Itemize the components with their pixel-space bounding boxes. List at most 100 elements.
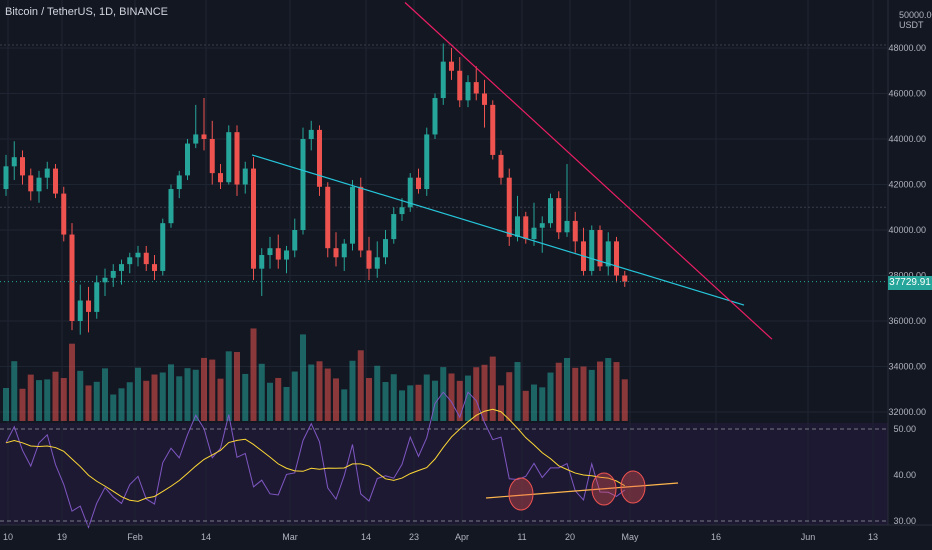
price-tick-label: 36000.00: [888, 316, 926, 326]
candle-body: [61, 193, 67, 235]
volume-bar: [184, 368, 191, 421]
time-tick-label: Mar: [282, 532, 298, 542]
candle-body: [457, 70, 463, 101]
time-tick-label: Apr: [455, 532, 469, 542]
candle-body: [168, 189, 174, 224]
candle-body: [407, 177, 413, 208]
price-tick-label: 44000.00: [888, 134, 926, 144]
rsi-tick-label: 50.00: [893, 424, 916, 434]
candle-body: [350, 186, 355, 244]
candle-body: [44, 168, 50, 178]
candle-body: [548, 198, 553, 224]
volume-bar: [168, 364, 174, 421]
candle-body: [119, 264, 124, 271]
support-trendline: [251, 154, 745, 306]
candle-body: [193, 134, 199, 144]
price-tick-label: 34000.00: [888, 362, 926, 372]
candle-body: [515, 216, 520, 237]
volume-bar: [258, 363, 265, 421]
trendlines[interactable]: [0, 2, 888, 340]
candle-body: [292, 230, 298, 251]
volume-bars: [3, 328, 628, 421]
candle-body: [333, 248, 339, 258]
candle-body: [53, 168, 58, 194]
volume-bar: [135, 367, 141, 421]
volume-bar: [366, 378, 372, 421]
candle-body: [325, 186, 331, 249]
rsi-tick-label: 30.00: [893, 516, 916, 526]
volume-bar: [522, 390, 529, 421]
volume-bar: [555, 362, 562, 421]
volume-bar: [85, 385, 92, 421]
volume-bar: [407, 385, 414, 421]
volume-bar: [44, 379, 51, 421]
volume-bar: [597, 361, 603, 421]
volume-bar: [341, 389, 348, 421]
candle-body: [539, 223, 545, 228]
candle-body: [589, 230, 595, 271]
candle-body: [86, 300, 91, 312]
volume-bar: [440, 367, 447, 421]
volume-bar: [506, 372, 513, 421]
volume-bar: [69, 343, 75, 421]
time-tick-label: 23: [409, 532, 419, 542]
candle-body: [498, 154, 504, 178]
candle-body: [209, 139, 215, 174]
candle-body: [490, 104, 496, 155]
candle-body: [201, 134, 207, 139]
volume-bar: [489, 356, 496, 421]
candle-body: [482, 93, 487, 105]
volume-bar: [448, 373, 455, 421]
time-tick-label: 10: [3, 532, 13, 542]
candle-body: [300, 139, 306, 230]
candle-body: [152, 264, 157, 271]
volume-bar: [539, 387, 546, 421]
price-tick-label: 46000.00: [888, 89, 926, 99]
volume-bar: [382, 382, 389, 421]
volume-bar: [621, 379, 628, 421]
volume-bar: [283, 386, 290, 421]
volume-bar: [564, 357, 570, 421]
candle-body: [572, 220, 578, 242]
price-axis-top: 50000.00: [899, 10, 932, 20]
candle-body: [308, 129, 314, 139]
price-currency: USDT: [899, 20, 924, 30]
volume-bar: [27, 374, 34, 421]
volume-bar: [481, 364, 488, 421]
volume-bar: [159, 372, 166, 421]
rsi-support-line: [485, 482, 679, 499]
candle-body: [358, 186, 364, 251]
candle-body: [465, 82, 471, 101]
time-tick-label: 20: [565, 532, 575, 542]
resistance-trendline: [404, 2, 773, 340]
candle-body: [424, 134, 430, 190]
volume-bar: [572, 367, 579, 421]
candle-body: [110, 270, 116, 278]
candle-body: [185, 143, 190, 176]
rsi-ma-line: [5, 408, 625, 502]
candle-body: [614, 241, 619, 276]
candle-body: [432, 98, 438, 135]
volume-bar: [11, 361, 18, 421]
rsi-pane-background: [0, 423, 888, 525]
candle-body: [374, 257, 380, 269]
rsi-tick-label: 40.00: [893, 470, 916, 480]
volume-bar: [613, 362, 620, 421]
candle-body: [284, 250, 289, 260]
candle-body: [564, 220, 570, 233]
candle-body: [597, 230, 603, 267]
volume-bar: [308, 364, 315, 421]
price-tick-label: 32000.00: [888, 407, 926, 417]
volume-bar: [465, 375, 471, 421]
volume-bar: [390, 374, 397, 421]
volume-bar: [357, 350, 364, 421]
candle-body: [20, 157, 25, 176]
candle-body: [160, 223, 166, 271]
candle-body: [449, 61, 454, 71]
candle-body: [251, 168, 256, 269]
volume-bar: [514, 362, 521, 421]
price-tick-label: 40000.00: [888, 225, 926, 235]
volume-bar: [143, 380, 150, 421]
volume-bar: [349, 360, 356, 421]
